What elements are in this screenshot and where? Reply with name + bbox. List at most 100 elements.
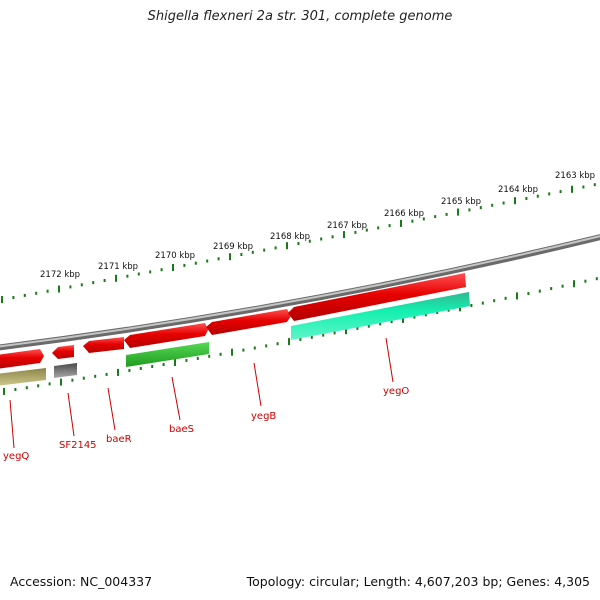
ruler-minor-tick [584, 279, 587, 283]
ruler-minor-tick [377, 226, 380, 230]
ruler-minor-tick [582, 185, 585, 189]
ruler-major-tick [174, 359, 176, 366]
ruler-minor-tick [411, 219, 414, 223]
ruler-minor-tick [276, 342, 279, 346]
genome-backbone-highlight [0, 235, 600, 348]
ruler-minor-tick [71, 378, 74, 382]
ruler-minor-tick [92, 281, 95, 285]
ruler-minor-tick [447, 308, 450, 312]
ruler-minor-tick [105, 372, 108, 376]
leader-yegO [385, 337, 394, 383]
ruler-minor-tick [365, 228, 368, 232]
gene-yegO-arrow[interactable] [288, 273, 466, 321]
ruler-major-tick [286, 242, 288, 250]
ruler-major-tick [514, 197, 516, 205]
feature-teal[interactable] [291, 292, 470, 340]
gene-label-baeS[interactable]: baeS [169, 424, 194, 435]
ruler-major-tick [58, 285, 60, 293]
ruler-minor-tick [35, 291, 38, 295]
ruler-label: 2164 kbp [498, 185, 538, 195]
ruler-minor-tick [263, 248, 266, 252]
gene-label-yegB[interactable]: yegB [251, 411, 276, 422]
ruler-major-tick [3, 387, 5, 395]
ruler-minor-tick [468, 208, 471, 212]
ruler-minor-tick [561, 284, 564, 288]
gene-label-yegQ[interactable]: yegQ [3, 451, 29, 462]
gene-baeR-arrow[interactable] [83, 337, 124, 353]
ruler-minor-tick [595, 277, 598, 281]
ruler-minor-tick [445, 212, 448, 216]
ruler-minor-tick [151, 365, 154, 368]
ruler-label: 2165 kbp [441, 197, 481, 207]
leader-baeR [107, 387, 116, 431]
gene-yegB-arrow[interactable] [206, 309, 291, 335]
ruler-minor-tick [390, 320, 393, 324]
gene-SF2145-arrow[interactable] [52, 345, 74, 359]
ruler-minor-tick [436, 311, 439, 314]
gene-label-SF2145[interactable]: SF2145 [59, 440, 97, 451]
ruler-minor-tick [379, 322, 382, 326]
ruler-minor-tick [422, 217, 425, 221]
ruler-label: 2169 kbp [213, 242, 253, 252]
ruler-minor-tick [310, 335, 313, 339]
ruler-minor-tick [470, 304, 473, 307]
ruler-minor-tick [559, 190, 562, 194]
gene-label-baeR[interactable]: baeR [106, 434, 132, 445]
leader-SF2145 [67, 392, 75, 437]
gene-label-yegO[interactable]: yegO [383, 386, 409, 397]
ruler-major-tick [231, 348, 233, 356]
ruler-minor-tick [536, 194, 539, 198]
gene-baeS-arrow[interactable] [124, 323, 208, 348]
ruler-major-tick [402, 315, 404, 323]
ruler-major-tick [115, 274, 117, 282]
ruler-minor-tick [413, 315, 416, 319]
ruler-minor-tick [240, 253, 243, 256]
ruler-minor-tick [434, 215, 437, 219]
ruler-minor-tick [217, 257, 220, 261]
ruler-minor-tick [149, 270, 152, 274]
forward-strand-genes [0, 273, 466, 369]
ruler-minor-tick [37, 384, 40, 388]
ruler-minor-tick [481, 301, 484, 305]
ruler-major-tick [1, 296, 3, 304]
accession-text: Accession: NC_004337 [10, 574, 153, 589]
leader-baeS [171, 376, 181, 421]
ruler-minor-tick [550, 287, 553, 291]
gene-leaders [9, 337, 394, 449]
ruler-minor-tick [137, 272, 140, 276]
gene-yegQ-arrow[interactable] [0, 349, 44, 369]
ruler-minor-tick [139, 367, 142, 370]
ruler-minor-tick [502, 201, 505, 205]
ruler-inner [3, 277, 598, 395]
ruler-major-tick [60, 378, 62, 386]
gene-labels: yegQ SF2145 baeR baeS yegB yegO [3, 386, 409, 462]
ruler-minor-tick [48, 382, 51, 386]
ruler-major-tick [571, 185, 573, 193]
feature-gray[interactable] [54, 363, 77, 378]
ruler-minor-tick [253, 346, 256, 350]
ruler-minor-tick [251, 250, 254, 254]
ruler-label: 2166 kbp [384, 209, 424, 219]
ruler-minor-tick [356, 326, 359, 330]
ruler-minor-tick [12, 296, 15, 299]
ruler-minor-tick [538, 289, 541, 293]
ruler-minor-tick [265, 344, 268, 348]
topology-stats-text: Topology: circular; Length: 4,607,203 bp… [246, 574, 590, 589]
ruler-minor-tick [80, 283, 83, 287]
feature-track [0, 292, 470, 386]
ruler-minor-tick [354, 230, 357, 234]
map-title: Shigella flexneri 2a str. 301, complete … [147, 9, 453, 24]
ruler-minor-tick [424, 313, 427, 317]
ruler-label: 2171 kbp [98, 262, 138, 272]
ruler-major-tick [172, 264, 174, 271]
ruler-major-tick [345, 327, 347, 335]
ruler-major-tick [400, 219, 402, 227]
feature-olive[interactable] [0, 368, 46, 386]
ruler-minor-tick [297, 242, 300, 245]
ruler-major-tick [457, 208, 459, 216]
ruler-minor-tick [208, 354, 211, 358]
ruler-label: 2163 kbp [555, 171, 595, 181]
ruler-minor-tick [333, 331, 336, 335]
feature-green[interactable] [126, 342, 209, 367]
